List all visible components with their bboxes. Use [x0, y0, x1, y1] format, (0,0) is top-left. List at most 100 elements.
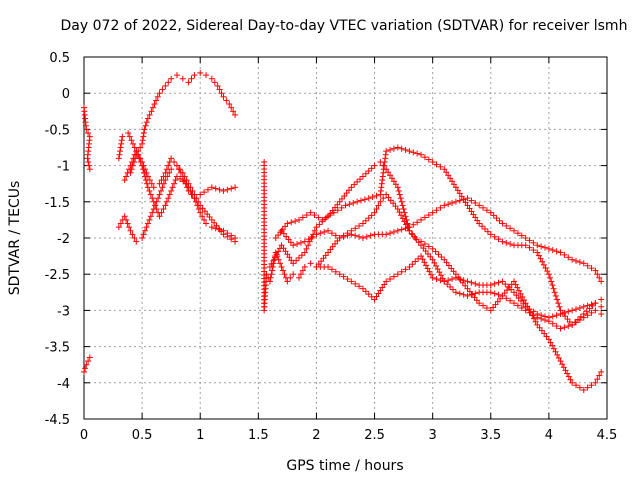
data-point: [125, 130, 132, 137]
data-point: [336, 235, 343, 241]
data-point: [428, 271, 435, 278]
data-point: [117, 148, 124, 155]
data-point: [379, 284, 386, 291]
data-point: [449, 200, 456, 207]
data-point: [127, 169, 134, 176]
data-point: [203, 72, 210, 79]
data-point: [545, 271, 552, 278]
data-point: [499, 278, 506, 285]
data-point: [166, 169, 173, 176]
data-point: [565, 254, 572, 261]
data-point: [305, 236, 312, 243]
data-point: [569, 321, 576, 328]
data-point: [135, 148, 142, 155]
data-point: [309, 233, 316, 240]
x-tick-label: 2.5: [364, 428, 385, 443]
data-point: [226, 101, 233, 108]
data-point: [553, 312, 560, 319]
data-point: [573, 257, 580, 264]
data-point: [496, 217, 503, 224]
series-track-6: [127, 69, 239, 176]
data-point: [356, 283, 363, 290]
data-point: [201, 216, 208, 223]
data-point: [293, 257, 300, 264]
data-point: [281, 271, 288, 278]
data-point: [584, 262, 591, 269]
data-point: [550, 345, 557, 352]
y-tick-label: -4: [57, 377, 70, 392]
data-point: [86, 162, 93, 169]
data-point: [381, 281, 388, 288]
data-point: [348, 184, 355, 191]
data-point: [449, 276, 456, 283]
data-point: [441, 202, 448, 209]
data-point: [539, 258, 546, 265]
data-point: [311, 212, 318, 219]
data-point: [359, 285, 366, 292]
data-point: [598, 311, 605, 318]
data-point: [445, 277, 452, 284]
data-point: [526, 244, 533, 251]
data-point: [502, 281, 509, 288]
data-point: [299, 267, 306, 274]
data-point: [142, 227, 149, 234]
data-point: [181, 177, 188, 184]
data-point: [152, 202, 159, 209]
series-track-2: [81, 354, 93, 375]
data-point: [429, 274, 436, 281]
data-point: [214, 82, 221, 89]
data-point: [387, 276, 394, 283]
data-point: [117, 144, 124, 151]
series-track-7: [261, 158, 605, 321]
data-point: [553, 323, 560, 330]
data-point: [185, 187, 192, 194]
data-point: [365, 291, 372, 298]
data-point: [431, 259, 438, 266]
data-point: [452, 184, 459, 191]
data-point: [472, 200, 479, 207]
data-point: [476, 300, 483, 307]
data-point: [232, 238, 239, 245]
data-point: [390, 178, 397, 185]
data-point: [426, 268, 433, 275]
data-point: [565, 323, 572, 330]
data-point: [556, 303, 563, 310]
data-point: [592, 300, 599, 307]
data-point: [538, 315, 545, 322]
data-point: [545, 245, 552, 252]
data-point: [129, 231, 136, 238]
data-point: [507, 297, 514, 304]
data-point: [197, 191, 204, 198]
data-point: [359, 220, 366, 227]
data-point: [321, 228, 328, 235]
data-point: [371, 296, 378, 303]
data-point: [401, 218, 408, 225]
data-point: [530, 247, 537, 254]
data-point: [588, 382, 595, 389]
data-point: [456, 197, 463, 204]
data-point: [380, 195, 387, 202]
data-point: [588, 309, 595, 316]
y-tick-label: 0: [62, 87, 70, 102]
data-point: [362, 288, 369, 295]
data-point: [476, 220, 483, 227]
data-point: [410, 221, 417, 228]
data-point: [325, 263, 332, 270]
y-tick-label: -4.5: [45, 413, 70, 428]
data-point: [487, 282, 494, 289]
data-point: [325, 227, 332, 234]
data-point: [499, 292, 506, 299]
data-point: [390, 273, 397, 280]
data-point: [525, 306, 532, 313]
data-point: [542, 264, 549, 271]
data-point: [398, 198, 405, 205]
chart-title: Day 072 of 2022, Sidereal Day-to-day VTE…: [61, 18, 628, 34]
data-point: [573, 382, 580, 389]
data-point: [140, 130, 147, 137]
data-point: [83, 126, 90, 133]
data-point: [216, 186, 223, 193]
data-point: [418, 216, 425, 223]
data-point: [592, 379, 599, 386]
data-point: [348, 227, 355, 234]
data-point: [377, 198, 384, 205]
